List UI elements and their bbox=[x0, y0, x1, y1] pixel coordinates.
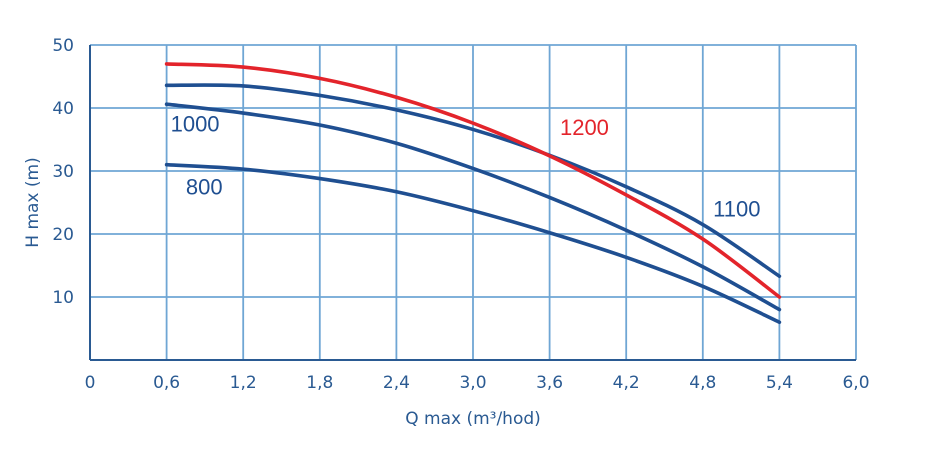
series-label-1100: 1100 bbox=[713, 196, 760, 221]
series-line-1100 bbox=[164, 83, 782, 279]
y-tick-label: 20 bbox=[52, 225, 74, 245]
y-tick-label: 40 bbox=[52, 99, 74, 119]
x-tick-labels: 0 0,6 1,2 1,8 2,4 3,0 3,6 4,2 4,8 5,4 6,0 bbox=[85, 373, 870, 393]
x-tick-label: 5,4 bbox=[766, 373, 793, 393]
x-tick-label: 6,0 bbox=[842, 373, 869, 393]
series-line-1200 bbox=[164, 62, 782, 299]
x-tick-label: 0,6 bbox=[153, 373, 180, 393]
series-label-1000: 1000 bbox=[171, 111, 220, 136]
series-label-800: 800 bbox=[186, 174, 223, 199]
series-line-1000 bbox=[164, 102, 782, 312]
y-tick-label: 10 bbox=[52, 288, 74, 308]
x-tick-label: 3,6 bbox=[536, 373, 563, 393]
x-tick-label: 4,8 bbox=[689, 373, 716, 393]
x-tick-label: 4,2 bbox=[613, 373, 640, 393]
y-tick-label: 50 bbox=[52, 36, 74, 56]
x-axis-label: Q max (m³/hod) bbox=[405, 409, 541, 429]
curves bbox=[164, 62, 782, 324]
x-tick-label: 1,8 bbox=[306, 373, 333, 393]
series-label-1200: 1200 bbox=[560, 115, 609, 140]
series-line-800 bbox=[164, 162, 782, 324]
x-tick-label: 3,0 bbox=[459, 373, 486, 393]
y-tick-label: 30 bbox=[52, 162, 74, 182]
x-tick-label: 0 bbox=[85, 373, 96, 393]
x-tick-label: 1,2 bbox=[230, 373, 257, 393]
series-labels: 1000 800 1200 1100 bbox=[171, 111, 761, 221]
y-axis-label: H max (m) bbox=[23, 157, 43, 247]
y-tick-labels: 10 20 30 40 50 bbox=[52, 36, 74, 308]
x-tick-label: 2,4 bbox=[383, 373, 410, 393]
